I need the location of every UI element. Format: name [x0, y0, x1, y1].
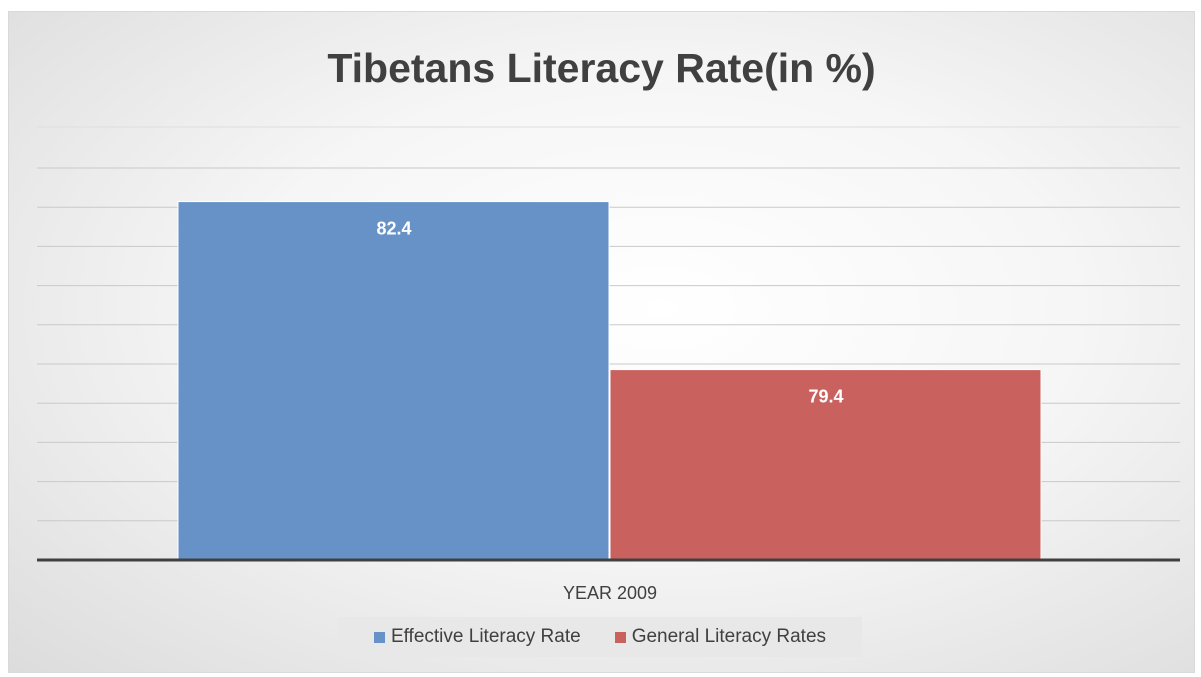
- data-label-effective: 82.4: [376, 219, 411, 239]
- chart-legend: Effective Literacy Rate General Literacy…: [338, 617, 862, 657]
- x-tick-label: YEAR 2009: [563, 583, 657, 603]
- bar-general: [609, 369, 1042, 561]
- legend-label-general: General Literacy Rates: [631, 626, 827, 647]
- chart-title: Tibetans Literacy Rate(in %): [327, 45, 876, 91]
- legend-swatch-general: [614, 631, 626, 643]
- legend-label-effective: Effective Literacy Rate: [390, 626, 581, 647]
- legend-swatch-effective: [373, 631, 385, 643]
- data-label-general: 79.4: [808, 387, 843, 407]
- legend-item-general: General Literacy Rates: [614, 626, 827, 648]
- bar-effective: [177, 201, 610, 561]
- legend-item-effective: Effective Literacy Rate: [373, 626, 581, 648]
